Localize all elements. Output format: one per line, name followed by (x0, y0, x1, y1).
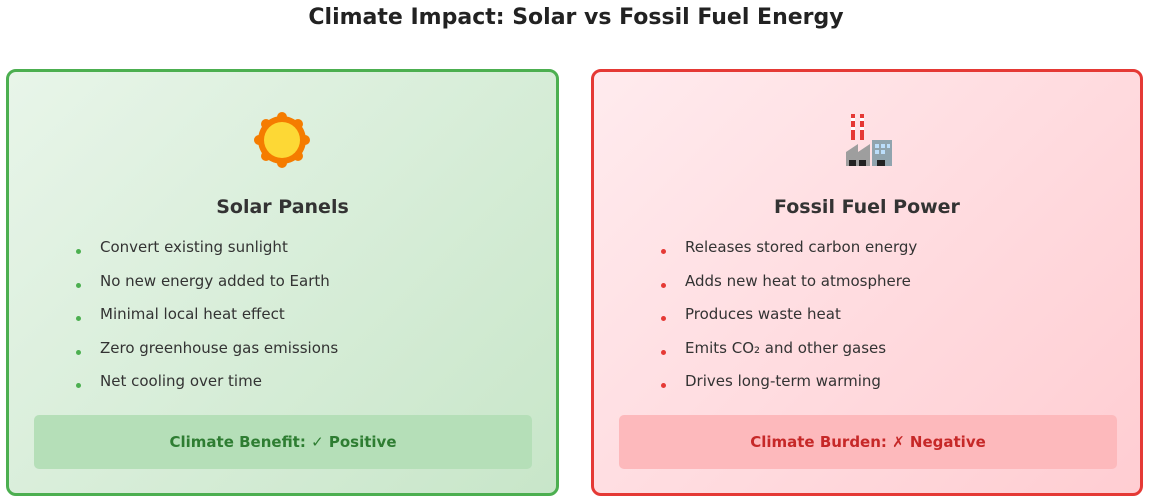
card-footer: Climate Burden: ✗ Negative (619, 415, 1117, 469)
list-item: Emits CO₂ and other gases (660, 338, 917, 372)
list-item: No new energy added to Earth (75, 271, 338, 305)
list-item: Convert existing sunlight (75, 237, 338, 271)
list-item: Minimal local heat effect (75, 304, 338, 338)
feature-list: Releases stored carbon energy Adds new he… (660, 237, 917, 405)
fossil-card: Fossil Fuel Power Releases stored carbon… (591, 69, 1143, 496)
list-item: Zero greenhouse gas emissions (75, 338, 338, 372)
feature-list: Convert existing sunlight No new energy a… (75, 237, 338, 405)
list-item: Net cooling over time (75, 371, 338, 405)
page-title: Climate Impact: Solar vs Fossil Fuel Ene… (308, 5, 844, 30)
list-item: Releases stored carbon energy (660, 237, 917, 271)
list-item: Adds new heat to atmosphere (660, 271, 917, 305)
card-footer: Climate Benefit: ✓ Positive (34, 415, 532, 469)
factory-icon (846, 114, 892, 166)
card-title: Fossil Fuel Power (774, 196, 960, 218)
solar-card: Solar Panels Convert existing sunlight No… (6, 69, 559, 496)
sun-icon (254, 112, 310, 168)
card-title: Solar Panels (216, 196, 349, 218)
list-item: Produces waste heat (660, 304, 917, 338)
list-item: Drives long-term warming (660, 371, 917, 405)
